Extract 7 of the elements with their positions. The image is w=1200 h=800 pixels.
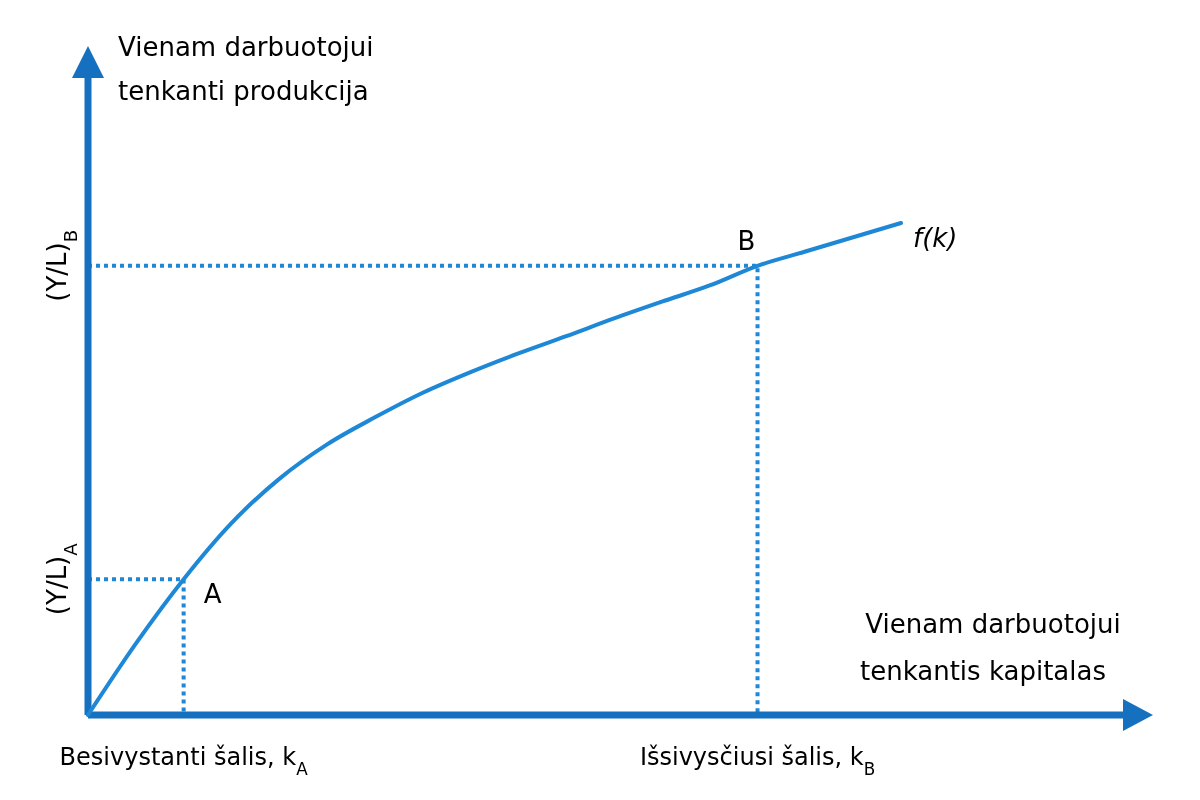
- y-axis-title: Vienam darbuotojui tenkanti produkcija: [118, 32, 374, 106]
- x-axis-title: Vienam darbuotojui tenkantis kapitalas: [860, 609, 1121, 686]
- annotation: A: [203, 579, 222, 610]
- series-label: f(k): [913, 223, 958, 253]
- x-tick-label: Besivystanti šalis, k$_{A}$: [59, 743, 309, 779]
- x-tick-label: Išsivysčiusi šalis, k$_{B}$: [639, 743, 876, 779]
- annotation: B: [737, 225, 756, 256]
